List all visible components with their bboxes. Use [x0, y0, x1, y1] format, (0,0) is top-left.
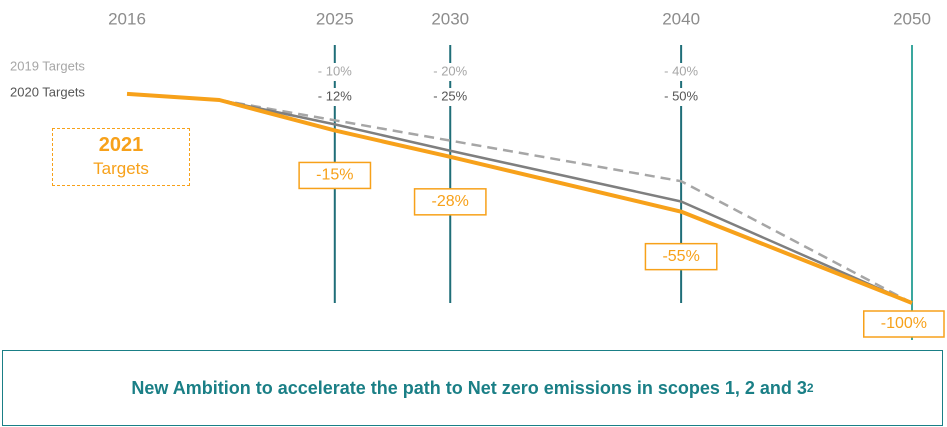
x-tick-label: 2025 — [316, 9, 354, 28]
value-label: - 12% — [318, 88, 352, 103]
chart: 2016 2025 2030 2040 2050 2019 Targets 2020 Tar… — [10, 9, 945, 340]
label-bg — [657, 63, 706, 81]
x-tick-label: 2016 — [108, 9, 146, 28]
label-bg — [657, 88, 706, 106]
value-box — [413, 188, 487, 216]
value-label: - 20% — [433, 63, 467, 78]
x-tick-label: 2050 — [893, 9, 931, 28]
footer: New Ambition to accelerate the path to N… — [2, 350, 943, 426]
label-bg — [426, 63, 475, 81]
value-label: - 40% — [664, 63, 698, 78]
label-bg — [426, 88, 475, 106]
label-bg — [310, 63, 359, 81]
series-line — [219, 98, 913, 305]
legend-entry: 2020 Targets — [10, 84, 85, 99]
value-label: -100% — [881, 315, 927, 332]
legend-entry: 2021 Targets — [52, 128, 190, 186]
footnote: 2 — [806, 381, 814, 395]
series-line — [126, 91, 913, 305]
footer-text: New Ambition to accelerate the path to N… — [131, 377, 807, 398]
value-box — [298, 161, 372, 190]
value-label: - 50% — [664, 88, 698, 103]
value-box — [644, 242, 718, 271]
x-tick-label: 2040 — [662, 9, 700, 28]
value-label: - 10% — [318, 63, 352, 78]
legend-entry: 2019 Targets — [10, 58, 85, 73]
value-label: -28% — [432, 193, 469, 210]
label-bg — [310, 88, 359, 106]
value-label: -55% — [662, 248, 699, 265]
value-label: - 25% — [433, 88, 467, 103]
value-label: -15% — [316, 167, 353, 184]
x-tick-label: 2030 — [431, 9, 469, 28]
value-box — [863, 310, 945, 338]
series-line — [219, 98, 913, 305]
